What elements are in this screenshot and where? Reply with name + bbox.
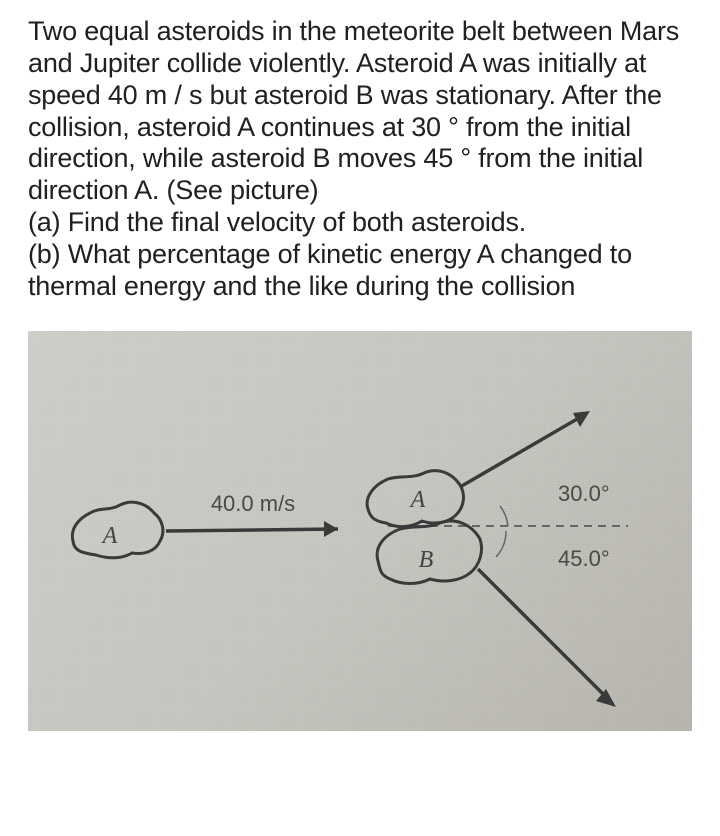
collision-diagram: A 40.0 m/s A B 30.0° 45.0° xyxy=(28,331,692,731)
initial-velocity-arrow-head xyxy=(324,521,338,537)
diagram-svg: A 40.0 m/s A B 30.0° 45.0° xyxy=(28,331,692,731)
angle-a-arc xyxy=(500,506,508,526)
asteroid-a-initial xyxy=(72,502,163,558)
asteroid-b-label: B xyxy=(419,547,434,573)
problem-text-content: Two equal asteroids in the meteorite bel… xyxy=(28,16,679,301)
a-after-arrow-shaft xyxy=(460,415,584,487)
angle-b-label: 45.0° xyxy=(558,546,610,571)
asteroid-a-after-label: A xyxy=(409,487,426,513)
initial-speed-label: 40.0 m/s xyxy=(211,491,295,516)
b-after-arrow-shaft xyxy=(478,569,610,701)
initial-velocity-arrow-shaft xyxy=(166,529,338,531)
angle-b-arc xyxy=(496,531,506,557)
angle-a-label: 30.0° xyxy=(558,481,610,506)
asteroid-a-initial-label: A xyxy=(101,523,118,549)
problem-statement: Two equal asteroids in the meteorite bel… xyxy=(28,16,692,303)
